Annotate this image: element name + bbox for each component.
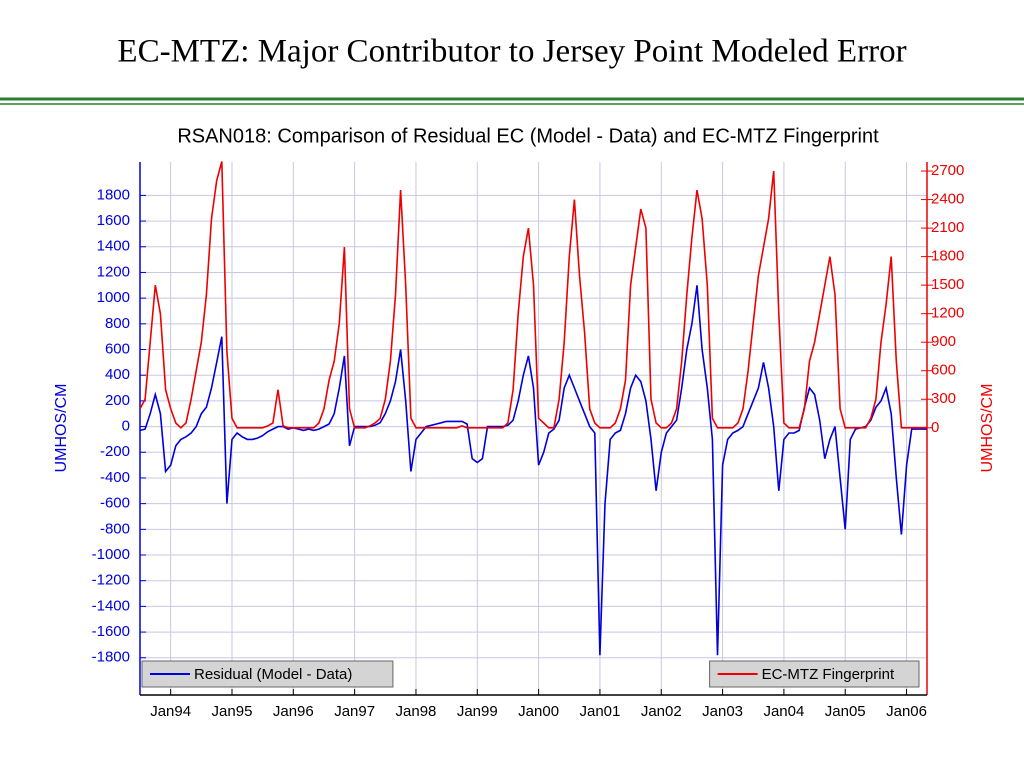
x-tick-label: Jan96 [273, 703, 314, 720]
y-tick-label: 1600 [97, 212, 130, 229]
x-tick-label: Jan01 [579, 703, 620, 720]
y-tick-label: 1000 [97, 289, 130, 306]
y2-tick-label: 1800 [931, 248, 964, 265]
x-tick-label: Jan03 [702, 703, 743, 720]
data-line [139, 161, 927, 429]
y-tick-label: -1400 [92, 597, 130, 614]
legend-label: EC-MTZ Fingerprint [762, 666, 895, 683]
y-tick-label: 1200 [97, 263, 130, 280]
y-tick-label: 600 [105, 340, 130, 357]
y-tick-label: 1400 [97, 238, 130, 255]
y-tick-label: -1800 [92, 649, 130, 666]
x-tick-label: Jan98 [396, 703, 437, 720]
legend: Residual (Model - Data) [141, 660, 394, 688]
x-tick-label: Jan05 [825, 703, 866, 720]
y2-tick-label: 2400 [931, 191, 964, 208]
y-tick-label: 400 [105, 366, 130, 383]
x-tick-label: Jan95 [212, 703, 253, 720]
y2-tick-label: 1200 [931, 305, 964, 322]
y-tick-label: -800 [100, 520, 130, 537]
y-tick-label: -1000 [92, 546, 130, 563]
y-tick-label: -600 [100, 495, 130, 512]
y-tick-label: -400 [100, 469, 130, 486]
y-tick-label: -1200 [92, 572, 130, 589]
legend: EC-MTZ Fingerprint [709, 660, 920, 688]
y2-axis-label: UMHOS/CM [979, 384, 996, 473]
y2-tick-label: 0 [931, 419, 939, 436]
data-line [139, 285, 927, 656]
y-tick-label: 200 [105, 392, 130, 409]
x-tick-label: Jan97 [334, 703, 375, 720]
x-tick-label: Jan99 [457, 703, 498, 720]
x-tick-label: Jan04 [763, 703, 804, 720]
y2-tick-label: 600 [931, 362, 956, 379]
x-tick-label: Jan94 [150, 703, 191, 720]
x-tick-label: Jan06 [886, 703, 927, 720]
y2-tick-label: 900 [931, 333, 956, 350]
x-tick-label: Jan02 [641, 703, 682, 720]
y-tick-label: 800 [105, 315, 130, 332]
slide-title: EC-MTZ: Major Contributor to Jersey Poin… [117, 34, 906, 70]
y2-tick-label: 1500 [931, 276, 964, 293]
y-tick-label: -200 [100, 443, 130, 460]
y2-tick-label: 300 [931, 390, 956, 407]
y-tick-label: 0 [122, 418, 130, 435]
legend-label: Residual (Model - Data) [194, 666, 352, 683]
y2-tick-label: 2700 [931, 162, 964, 179]
x-tick-label: Jan00 [518, 703, 559, 720]
y-axis-label: UMHOS/CM [53, 384, 70, 473]
chart-title: RSAN018: Comparison of Residual EC (Mode… [177, 125, 879, 147]
y-tick-label: -1600 [92, 623, 130, 640]
y-tick-label: 1800 [97, 186, 130, 203]
y2-tick-label: 2100 [931, 219, 964, 236]
